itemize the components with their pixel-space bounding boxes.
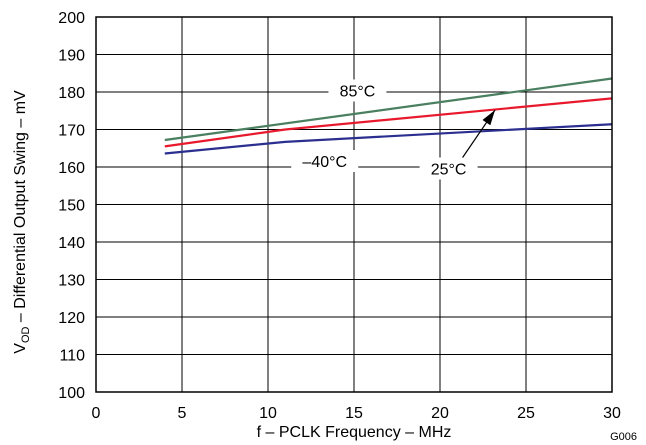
y-tick-label: 190: [58, 48, 85, 65]
annotation-labels: 85°C –40°C 25°C: [291, 79, 496, 180]
annotation-label-bg: [419, 157, 478, 180]
y-tick-label: 200: [58, 10, 85, 27]
x-axis-label: f – PCLK Frequency – MHz: [257, 424, 452, 441]
y-tick-label: 120: [58, 310, 85, 327]
annotation-label: –40°C: [302, 154, 347, 171]
x-tick-label: 5: [178, 405, 187, 422]
series-line: [164, 97, 613, 148]
y-axis-label-prefix: V: [12, 343, 29, 354]
series-line: [164, 123, 613, 155]
y-tick-label: 140: [58, 235, 85, 252]
y-tick-label: 150: [58, 198, 85, 215]
series-lines: [164, 77, 613, 155]
x-tick-label: 10: [259, 405, 277, 422]
series-line: [164, 77, 613, 142]
annotation-arrowhead: [482, 110, 496, 126]
y-tick-label: 130: [58, 273, 85, 290]
x-tick-label: 15: [345, 405, 363, 422]
y-tick-label: 110: [59, 348, 85, 365]
y-tick-label: 160: [58, 160, 85, 177]
annotation-label-bg: [328, 79, 387, 102]
x-tick-label: 25: [517, 405, 535, 422]
x-tick-label: 20: [431, 405, 449, 422]
x-tick-labels: 0 5 10 15 20 25 30: [92, 405, 621, 422]
y-axis-label-rest: – Differential Output Swing – mV: [12, 90, 29, 327]
annotation-label: 25°C: [431, 162, 467, 179]
y-tick-label: 170: [58, 123, 85, 140]
y-tick-label: 180: [58, 85, 85, 102]
plot-frame: [95, 16, 613, 393]
annotation-label-bg: [291, 150, 359, 172]
annotation-label: 85°C: [340, 84, 376, 101]
x-tick-label: 30: [603, 405, 621, 422]
x-tick-label: 0: [92, 405, 101, 422]
figure-id: G006: [610, 431, 637, 443]
y-tick-labels: 100 110 120 130 140 150 160 170 180 190 200: [58, 10, 85, 402]
grid-lines: [95, 16, 613, 393]
y-axis-label: VOD – Differential Output Swing – mV: [12, 90, 32, 354]
y-tick-label: 100: [58, 385, 85, 402]
y-axis-label-subscript: OD: [20, 326, 32, 343]
